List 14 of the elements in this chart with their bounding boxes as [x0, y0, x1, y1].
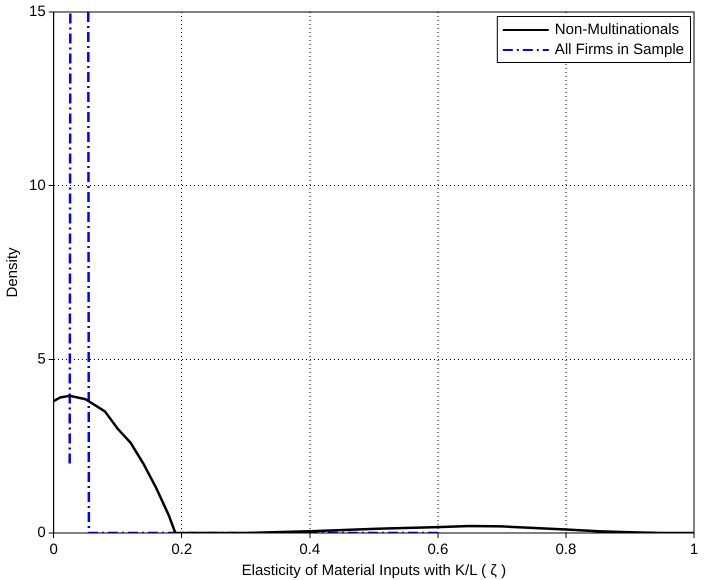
y-tick-label: 15 — [28, 3, 46, 20]
x-tick-label: 1 — [690, 541, 698, 558]
legend-label: All Firms in Sample — [554, 41, 684, 58]
x-tick-label: 0.4 — [299, 541, 320, 558]
x-tick-label: 0.8 — [556, 541, 576, 558]
y-tick-label: 5 — [37, 350, 46, 368]
x-tick-label: 0.2 — [171, 541, 192, 558]
y-tick-label: 0 — [37, 524, 46, 542]
x-axis-title: Elasticity of Material Inputs with K/L ( ζ ) — [242, 562, 506, 580]
y-axis-title: Density — [4, 247, 22, 298]
y-tick-label: 10 — [28, 176, 46, 194]
x-tick-label: 0.6 — [427, 541, 448, 558]
legend-label: Non-Multinationals — [554, 21, 680, 38]
x-tick-label: 0 — [50, 541, 58, 558]
